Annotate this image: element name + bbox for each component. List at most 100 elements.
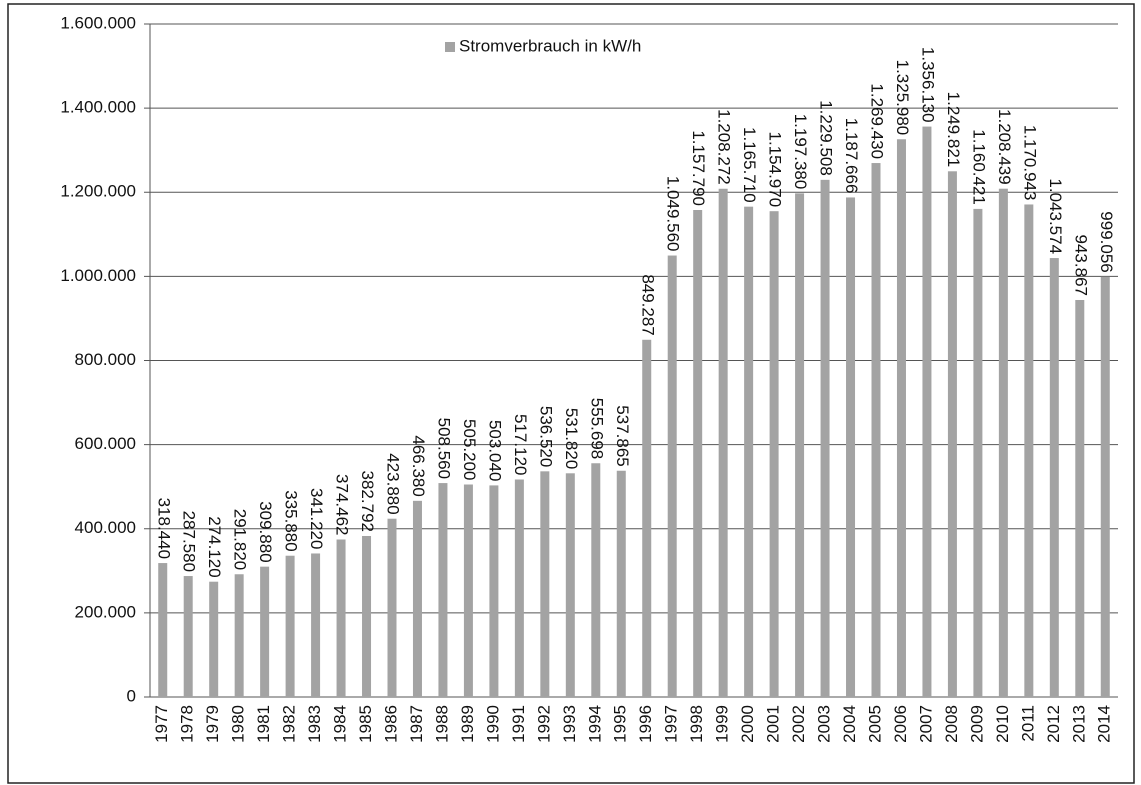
bar bbox=[871, 163, 881, 697]
x-tick-label: 1991 bbox=[509, 705, 528, 743]
x-tick-label: 1998 bbox=[687, 705, 706, 743]
data-label: 318.440 bbox=[154, 498, 173, 559]
x-tick-label: 2001 bbox=[764, 705, 783, 743]
x-tick-label: 1999 bbox=[713, 705, 732, 743]
bar bbox=[667, 255, 677, 698]
bar bbox=[438, 483, 448, 697]
data-label: 1.043.574 bbox=[1046, 178, 1065, 254]
x-tick-label: 2008 bbox=[942, 705, 961, 743]
data-label: 1.154.970 bbox=[766, 132, 785, 208]
x-tick-label: 1985 bbox=[356, 705, 375, 743]
x-tick-label: 1977 bbox=[152, 705, 171, 743]
x-tick-label: 2005 bbox=[865, 705, 884, 743]
bar bbox=[489, 485, 499, 697]
x-tick-label: 1978 bbox=[178, 705, 197, 743]
bar bbox=[412, 500, 422, 697]
bar bbox=[209, 581, 219, 697]
y-tick-label: 1.600.000 bbox=[60, 13, 136, 32]
x-tick-label: 1986 bbox=[381, 705, 400, 743]
data-label: 274.120 bbox=[205, 516, 224, 577]
data-label: 537.865 bbox=[613, 405, 632, 466]
bar bbox=[336, 539, 346, 697]
x-tick-label: 1979 bbox=[203, 705, 222, 743]
x-tick-label: 2012 bbox=[1044, 705, 1063, 743]
data-label: 291.820 bbox=[231, 509, 250, 570]
bar bbox=[642, 339, 652, 697]
data-label: 1.208.439 bbox=[995, 109, 1014, 185]
y-tick-label: 1.400.000 bbox=[60, 98, 136, 117]
data-label: 1.160.421 bbox=[969, 129, 988, 205]
data-label: 1.356.130 bbox=[918, 47, 937, 123]
x-tick-label: 2006 bbox=[891, 705, 910, 743]
x-tick-label: 1995 bbox=[611, 705, 630, 743]
x-tick-label: 1996 bbox=[636, 705, 655, 743]
data-label: 335.880 bbox=[282, 490, 301, 551]
x-tick-label: 2007 bbox=[916, 705, 935, 743]
x-tick-label: 1994 bbox=[585, 705, 604, 743]
bar bbox=[769, 211, 779, 698]
bar bbox=[183, 576, 193, 697]
bar bbox=[260, 566, 270, 697]
bar bbox=[591, 463, 601, 697]
x-tick-label: 2010 bbox=[993, 705, 1012, 743]
data-label: 849.287 bbox=[638, 274, 657, 335]
bar bbox=[973, 208, 983, 697]
data-label: 1.197.380 bbox=[791, 114, 810, 190]
bar bbox=[463, 484, 473, 697]
data-label: 374.462 bbox=[333, 474, 352, 535]
data-label: 531.820 bbox=[562, 408, 581, 469]
bar bbox=[846, 197, 856, 697]
data-label: 1.157.790 bbox=[689, 130, 708, 206]
x-tick-label: 1981 bbox=[254, 705, 273, 743]
bar bbox=[896, 139, 906, 698]
bar bbox=[311, 553, 321, 697]
bar bbox=[362, 535, 372, 697]
bar bbox=[1100, 276, 1110, 697]
bar bbox=[565, 473, 575, 697]
x-tick-label: 2004 bbox=[840, 705, 859, 743]
data-label: 536.520 bbox=[536, 406, 555, 467]
x-tick-label: 2011 bbox=[1018, 705, 1037, 742]
y-tick-label: 1.200.000 bbox=[60, 182, 136, 201]
data-label: 382.792 bbox=[358, 471, 377, 532]
bar bbox=[998, 188, 1008, 697]
data-label: 309.880 bbox=[256, 501, 275, 562]
data-label: 1.269.430 bbox=[868, 83, 887, 159]
x-tick-label: 1980 bbox=[229, 705, 248, 743]
data-label: 466.380 bbox=[409, 435, 428, 496]
data-label: 505.200 bbox=[460, 419, 479, 480]
bar bbox=[158, 563, 168, 697]
x-tick-label: 1989 bbox=[458, 705, 477, 743]
data-label: 503.040 bbox=[485, 420, 504, 481]
data-label: 1.165.710 bbox=[740, 127, 759, 203]
x-tick-label: 1987 bbox=[407, 705, 426, 743]
x-tick-label: 1988 bbox=[432, 705, 451, 743]
bar bbox=[693, 210, 703, 697]
data-label: 999.056 bbox=[1097, 211, 1116, 272]
x-tick-label: 1993 bbox=[560, 705, 579, 743]
x-tick-label: 2003 bbox=[815, 705, 834, 743]
bar bbox=[387, 518, 397, 697]
data-label: 1.170.943 bbox=[1020, 125, 1039, 201]
bar bbox=[540, 471, 550, 697]
data-label: 1.049.560 bbox=[664, 176, 683, 252]
legend-swatch bbox=[445, 42, 455, 52]
bar bbox=[947, 171, 957, 697]
data-label: 1.229.508 bbox=[817, 100, 836, 176]
data-label: 1.187.666 bbox=[842, 118, 861, 194]
chart-frame bbox=[7, 3, 1135, 784]
bar bbox=[234, 574, 244, 697]
data-label: 517.120 bbox=[511, 414, 530, 475]
x-tick-label: 2013 bbox=[1069, 705, 1088, 743]
x-tick-label: 1997 bbox=[662, 705, 681, 743]
bar bbox=[820, 179, 830, 697]
x-tick-label: 1983 bbox=[305, 705, 324, 743]
x-tick-label: 1984 bbox=[331, 705, 350, 743]
bar bbox=[922, 126, 932, 697]
data-label: 1.249.821 bbox=[944, 92, 963, 168]
x-tick-label: 2009 bbox=[967, 705, 986, 743]
y-tick-label: 0 bbox=[127, 686, 136, 705]
x-tick-label: 2000 bbox=[738, 705, 757, 743]
data-label: 423.880 bbox=[384, 453, 403, 514]
bar bbox=[795, 193, 805, 697]
